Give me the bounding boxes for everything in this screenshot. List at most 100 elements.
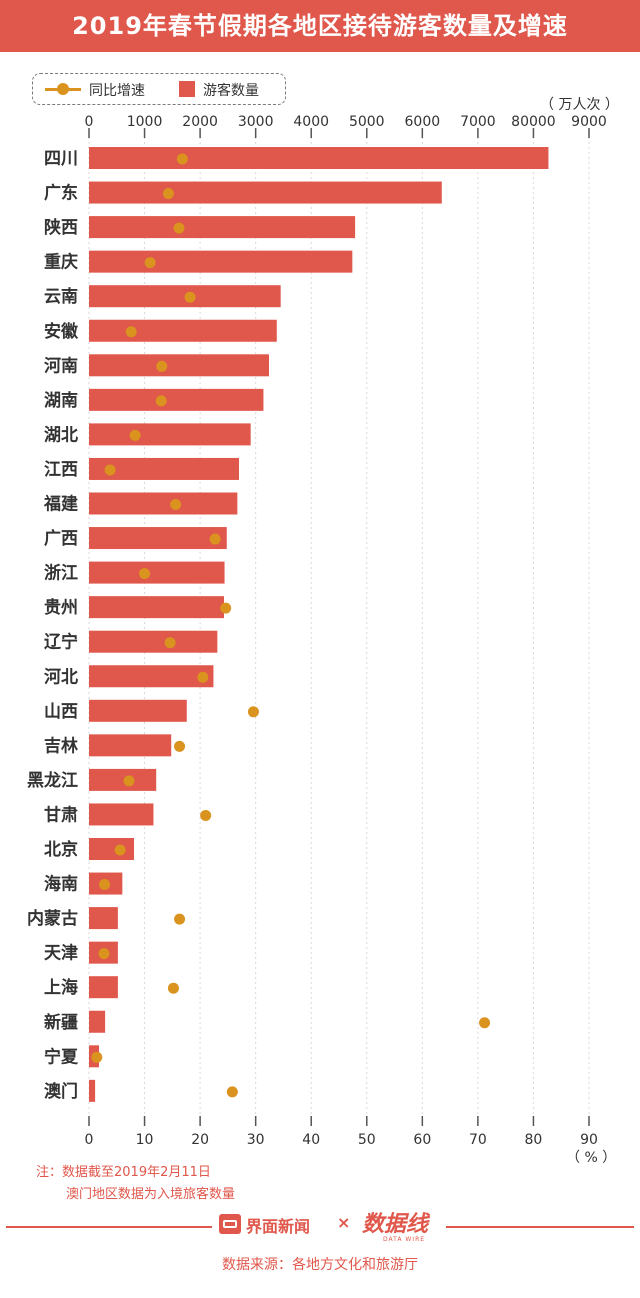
bottom-axis-tick-label: 60 bbox=[413, 1132, 431, 1148]
bottom-axis-tick-label: 80 bbox=[525, 1132, 543, 1148]
growth-rate-dot bbox=[200, 809, 212, 821]
visitor-count-bar bbox=[89, 734, 172, 757]
visitor-count-bar bbox=[89, 1010, 106, 1033]
category-label: 新疆 bbox=[44, 1012, 78, 1033]
top-axis-tick-label: 1000 bbox=[127, 114, 163, 130]
category-label: 上海 bbox=[44, 977, 78, 998]
footer-brand-datawire-sub: DATA WIRE bbox=[383, 1236, 426, 1243]
bottom-axis-tick-label: 30 bbox=[247, 1132, 265, 1148]
growth-rate-dot bbox=[226, 1086, 238, 1098]
bottom-axis-tick-label: 40 bbox=[302, 1132, 320, 1148]
visitor-count-bar bbox=[89, 147, 549, 169]
bottom-axis-tick-label: 20 bbox=[191, 1132, 209, 1148]
visitor-count-bar bbox=[89, 181, 442, 204]
growth-rate-dot bbox=[123, 775, 135, 787]
footer-brand-datawire: 数据线 bbox=[362, 1212, 429, 1237]
category-label: 澳门 bbox=[44, 1081, 78, 1102]
category-label: 浙江 bbox=[44, 563, 78, 584]
growth-rate-dot bbox=[174, 740, 186, 752]
footer-divider-left bbox=[6, 1226, 212, 1228]
note-line-2: 澳门地区数据为入境旅客数量 bbox=[66, 1187, 236, 1202]
visitor-count-bar bbox=[89, 527, 227, 550]
top-axis-unit: （ 万人次 ） bbox=[540, 97, 619, 113]
growth-rate-dot bbox=[98, 948, 110, 960]
visitor-count-bar bbox=[89, 319, 277, 342]
category-label: 湖北 bbox=[44, 425, 78, 445]
growth-rate-dot bbox=[125, 326, 137, 338]
growth-rate-dot bbox=[155, 395, 167, 407]
growth-rate-dot bbox=[197, 671, 209, 683]
growth-rate-dot bbox=[99, 879, 111, 891]
visitor-count-bar bbox=[89, 492, 238, 515]
visitor-count-bar bbox=[89, 907, 118, 930]
growth-legend-label: 同比增速 bbox=[89, 83, 145, 99]
category-label: 重庆 bbox=[44, 252, 78, 273]
growth-rate-dot bbox=[164, 637, 176, 649]
jiemian-logo-icon bbox=[219, 1214, 241, 1234]
visitor-count-bar bbox=[89, 250, 353, 273]
footer-divider-right bbox=[446, 1226, 634, 1228]
category-label: 贵州 bbox=[44, 597, 78, 618]
note-line-1: 注：数据截至2019年2月11日 bbox=[36, 1165, 211, 1180]
category-label: 内蒙古 bbox=[27, 908, 78, 929]
growth-rate-dot bbox=[167, 982, 179, 994]
category-label: 湖南 bbox=[44, 390, 78, 411]
title-bar bbox=[0, 0, 640, 52]
growth-rate-dot bbox=[139, 568, 151, 580]
growth-rate-dot bbox=[479, 1017, 491, 1029]
category-label: 黑龙江 bbox=[27, 770, 78, 791]
footer-separator: × bbox=[337, 1213, 351, 1232]
bottom-axis-tick-label: 10 bbox=[136, 1132, 154, 1148]
category-label: 安徽 bbox=[44, 321, 79, 342]
bottom-axis-tick-label: 70 bbox=[469, 1132, 487, 1148]
category-label: 山西 bbox=[44, 702, 78, 722]
category-label: 河南 bbox=[44, 355, 78, 376]
growth-rate-dot bbox=[144, 257, 156, 269]
chart-canvas: 0 1000 2000 3000 4000 5000 6000 7000 80000 9000 0 1… bbox=[27, 114, 607, 1148]
bottom-axis-tick-label: 90 bbox=[580, 1132, 598, 1148]
visitor-count-bar bbox=[89, 388, 264, 411]
top-axis-tick-label: 6000 bbox=[405, 114, 441, 130]
visitor-count-bar bbox=[89, 1079, 96, 1102]
visitor-count-bar bbox=[89, 665, 214, 688]
top-axis-tick-label: 0 bbox=[85, 114, 94, 130]
growth-rate-dot bbox=[247, 706, 259, 718]
legend: 同比增速 游客数量 bbox=[32, 73, 286, 105]
growth-rate-dot bbox=[220, 602, 232, 614]
category-label: 河北 bbox=[44, 667, 78, 687]
top-axis-tick-label: 4000 bbox=[293, 114, 329, 130]
category-label: 云南 bbox=[44, 286, 78, 307]
visitor-count-bar bbox=[89, 423, 251, 446]
category-label: 陕西 bbox=[44, 217, 78, 238]
visitor-count-bar bbox=[89, 976, 118, 999]
category-label: 广东 bbox=[44, 183, 78, 204]
visitor-count-bar bbox=[89, 216, 356, 239]
category-label: 四川 bbox=[44, 149, 78, 169]
count-legend-swatch-icon bbox=[179, 81, 195, 97]
visitor-count-bar bbox=[89, 561, 225, 584]
growth-rate-dot bbox=[170, 499, 182, 510]
visitor-count-bar bbox=[89, 699, 187, 722]
growth-rate-dot bbox=[184, 291, 196, 303]
count-legend-label: 游客数量 bbox=[203, 83, 259, 99]
visitor-count-bar bbox=[89, 457, 239, 480]
visitor-count-bar bbox=[89, 354, 269, 377]
top-axis-tick-label: 2000 bbox=[182, 114, 218, 130]
top-axis-tick-label: 7000 bbox=[460, 114, 496, 130]
category-label: 甘肃 bbox=[44, 804, 78, 825]
category-label: 江西 bbox=[44, 460, 78, 480]
growth-rate-dot bbox=[129, 429, 141, 441]
growth-rate-dot bbox=[173, 222, 185, 234]
category-label: 天津 bbox=[44, 943, 78, 964]
footer-brand-jiemian: 界面新闻 bbox=[246, 1217, 311, 1236]
growth-rate-dot bbox=[104, 464, 116, 476]
growth-rate-dot bbox=[156, 360, 168, 372]
visitor-count-bar bbox=[89, 596, 224, 619]
category-label: 福建 bbox=[43, 494, 78, 515]
category-label: 广西 bbox=[44, 528, 78, 549]
growth-rate-dot bbox=[176, 153, 188, 165]
top-axis-tick-label: 9000 bbox=[571, 114, 607, 130]
growth-legend-dot-icon bbox=[57, 83, 69, 95]
top-axis-tick-label: 3000 bbox=[238, 114, 274, 130]
bottom-axis-tick-label: 50 bbox=[358, 1132, 376, 1148]
